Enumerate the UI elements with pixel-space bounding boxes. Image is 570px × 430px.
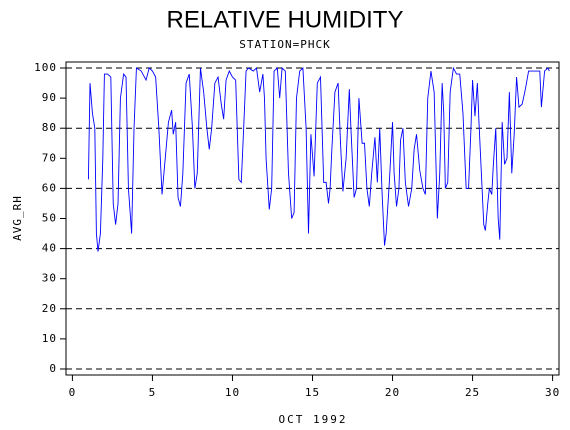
x-tick-label: 20	[385, 386, 400, 399]
y-tick-label: 30	[42, 272, 57, 285]
y-tick-label: 20	[42, 302, 57, 315]
y-tick-label: 80	[42, 121, 57, 134]
y-tick-label: 70	[42, 151, 57, 164]
x-tick-label: 25	[465, 386, 480, 399]
chart-title: RELATIVE HUMIDITY	[167, 6, 404, 33]
y-tick-label: 100	[34, 61, 57, 74]
y-tick-label: 90	[42, 91, 57, 104]
y-tick-label: 10	[42, 332, 57, 345]
y-tick-label: 50	[42, 212, 57, 225]
y-tick-label: 60	[42, 181, 57, 194]
y-tick-label: 40	[42, 242, 57, 255]
x-tick-label: 30	[545, 386, 560, 399]
x-tick-label: 15	[305, 386, 320, 399]
x-tick-label: 10	[225, 386, 240, 399]
x-tick-label: 5	[149, 386, 157, 399]
y-axis-label: AVG_RH	[11, 195, 24, 241]
x-tick-label: 0	[69, 386, 77, 399]
x-axis-label: OCT 1992	[279, 413, 348, 426]
plot-frame	[65, 61, 560, 376]
data-line	[87, 66, 550, 252]
y-tick-label: 0	[49, 362, 57, 375]
chart-subtitle: STATION=PHCK	[239, 38, 330, 51]
